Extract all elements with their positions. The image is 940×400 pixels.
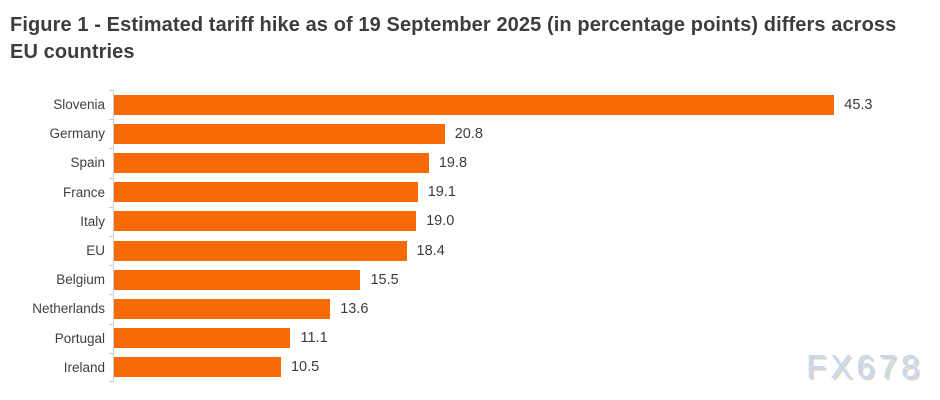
value-label: 15.5 <box>370 271 399 288</box>
value-label: 20.8 <box>454 125 483 142</box>
bar-track: 13.6 <box>114 298 930 319</box>
chart-row: Ireland 10.5 <box>10 353 930 382</box>
value-label: 19.1 <box>427 184 456 201</box>
value-label: 19.0 <box>426 213 455 230</box>
chart-row: Slovenia 45.3 <box>10 90 930 119</box>
chart-row: EU 18.4 <box>10 236 930 265</box>
bar-track: 45.3 <box>114 94 930 115</box>
axis-tick <box>109 381 113 382</box>
bar-track: 11.1 <box>114 328 930 349</box>
axis-tick <box>109 265 113 266</box>
chart-row: Italy 19.0 <box>10 207 930 236</box>
category-label: Belgium <box>56 272 105 288</box>
bar-track: 10.5 <box>114 357 930 378</box>
category-label: Ireland <box>63 359 105 375</box>
bar <box>114 94 835 115</box>
chart-row: Spain 19.8 <box>10 148 930 177</box>
watermark-text: FX678 <box>806 348 924 385</box>
bar <box>114 152 429 173</box>
category-label: Germany <box>49 126 105 142</box>
chart-title: Figure 1 - Estimated tariff hike as of 1… <box>10 14 897 63</box>
bar <box>114 357 281 378</box>
category-label: Italy <box>80 213 105 229</box>
bar <box>114 269 361 290</box>
axis-tick <box>109 236 113 237</box>
category-label: Netherlands <box>32 301 105 317</box>
chart-row: France 19.1 <box>10 178 930 207</box>
axis-tick <box>109 119 113 120</box>
bar-track: 18.4 <box>114 240 930 261</box>
category-label: EU <box>86 243 105 258</box>
bar-track: 19.0 <box>114 211 930 232</box>
value-label: 19.8 <box>438 154 468 171</box>
axis-tick <box>109 178 113 179</box>
bar-track: 19.8 <box>114 152 930 173</box>
bar <box>114 240 407 261</box>
axis-tick <box>109 353 113 354</box>
bar <box>114 328 291 349</box>
bar <box>114 182 418 203</box>
bar-track: 20.8 <box>114 123 930 144</box>
category-label: Spain <box>70 155 105 171</box>
bar-track: 15.5 <box>114 269 930 290</box>
category-label: France <box>62 184 105 200</box>
chart-row: Germany 20.8 <box>10 119 930 148</box>
axis-tick <box>109 324 113 325</box>
category-label: Slovenia <box>53 97 105 112</box>
value-label: 13.6 <box>340 300 369 317</box>
value-label: 11.1 <box>300 330 328 347</box>
value-label: 10.5 <box>290 359 320 376</box>
axis-tick <box>109 148 113 149</box>
bar <box>114 298 331 319</box>
bar <box>114 123 445 144</box>
value-label: 18.4 <box>416 242 445 259</box>
bar <box>114 211 417 232</box>
axis-tick <box>109 207 113 208</box>
bar-chart-plot-area: Slovenia 45.3 Germany 20.8 Spain 19.8 France 19… <box>10 90 930 382</box>
bar-track: 19.1 <box>114 182 930 203</box>
axis-tick <box>109 90 113 91</box>
axis-tick <box>109 294 113 295</box>
chart-row: Portugal 11.1 <box>10 324 930 353</box>
category-label: Portugal <box>54 330 105 346</box>
chart-row: Netherlands 13.6 <box>10 294 930 323</box>
chart-row: Belgium 15.5 <box>10 265 930 294</box>
category-axis-line <box>113 90 114 382</box>
value-label: 45.3 <box>844 96 873 113</box>
